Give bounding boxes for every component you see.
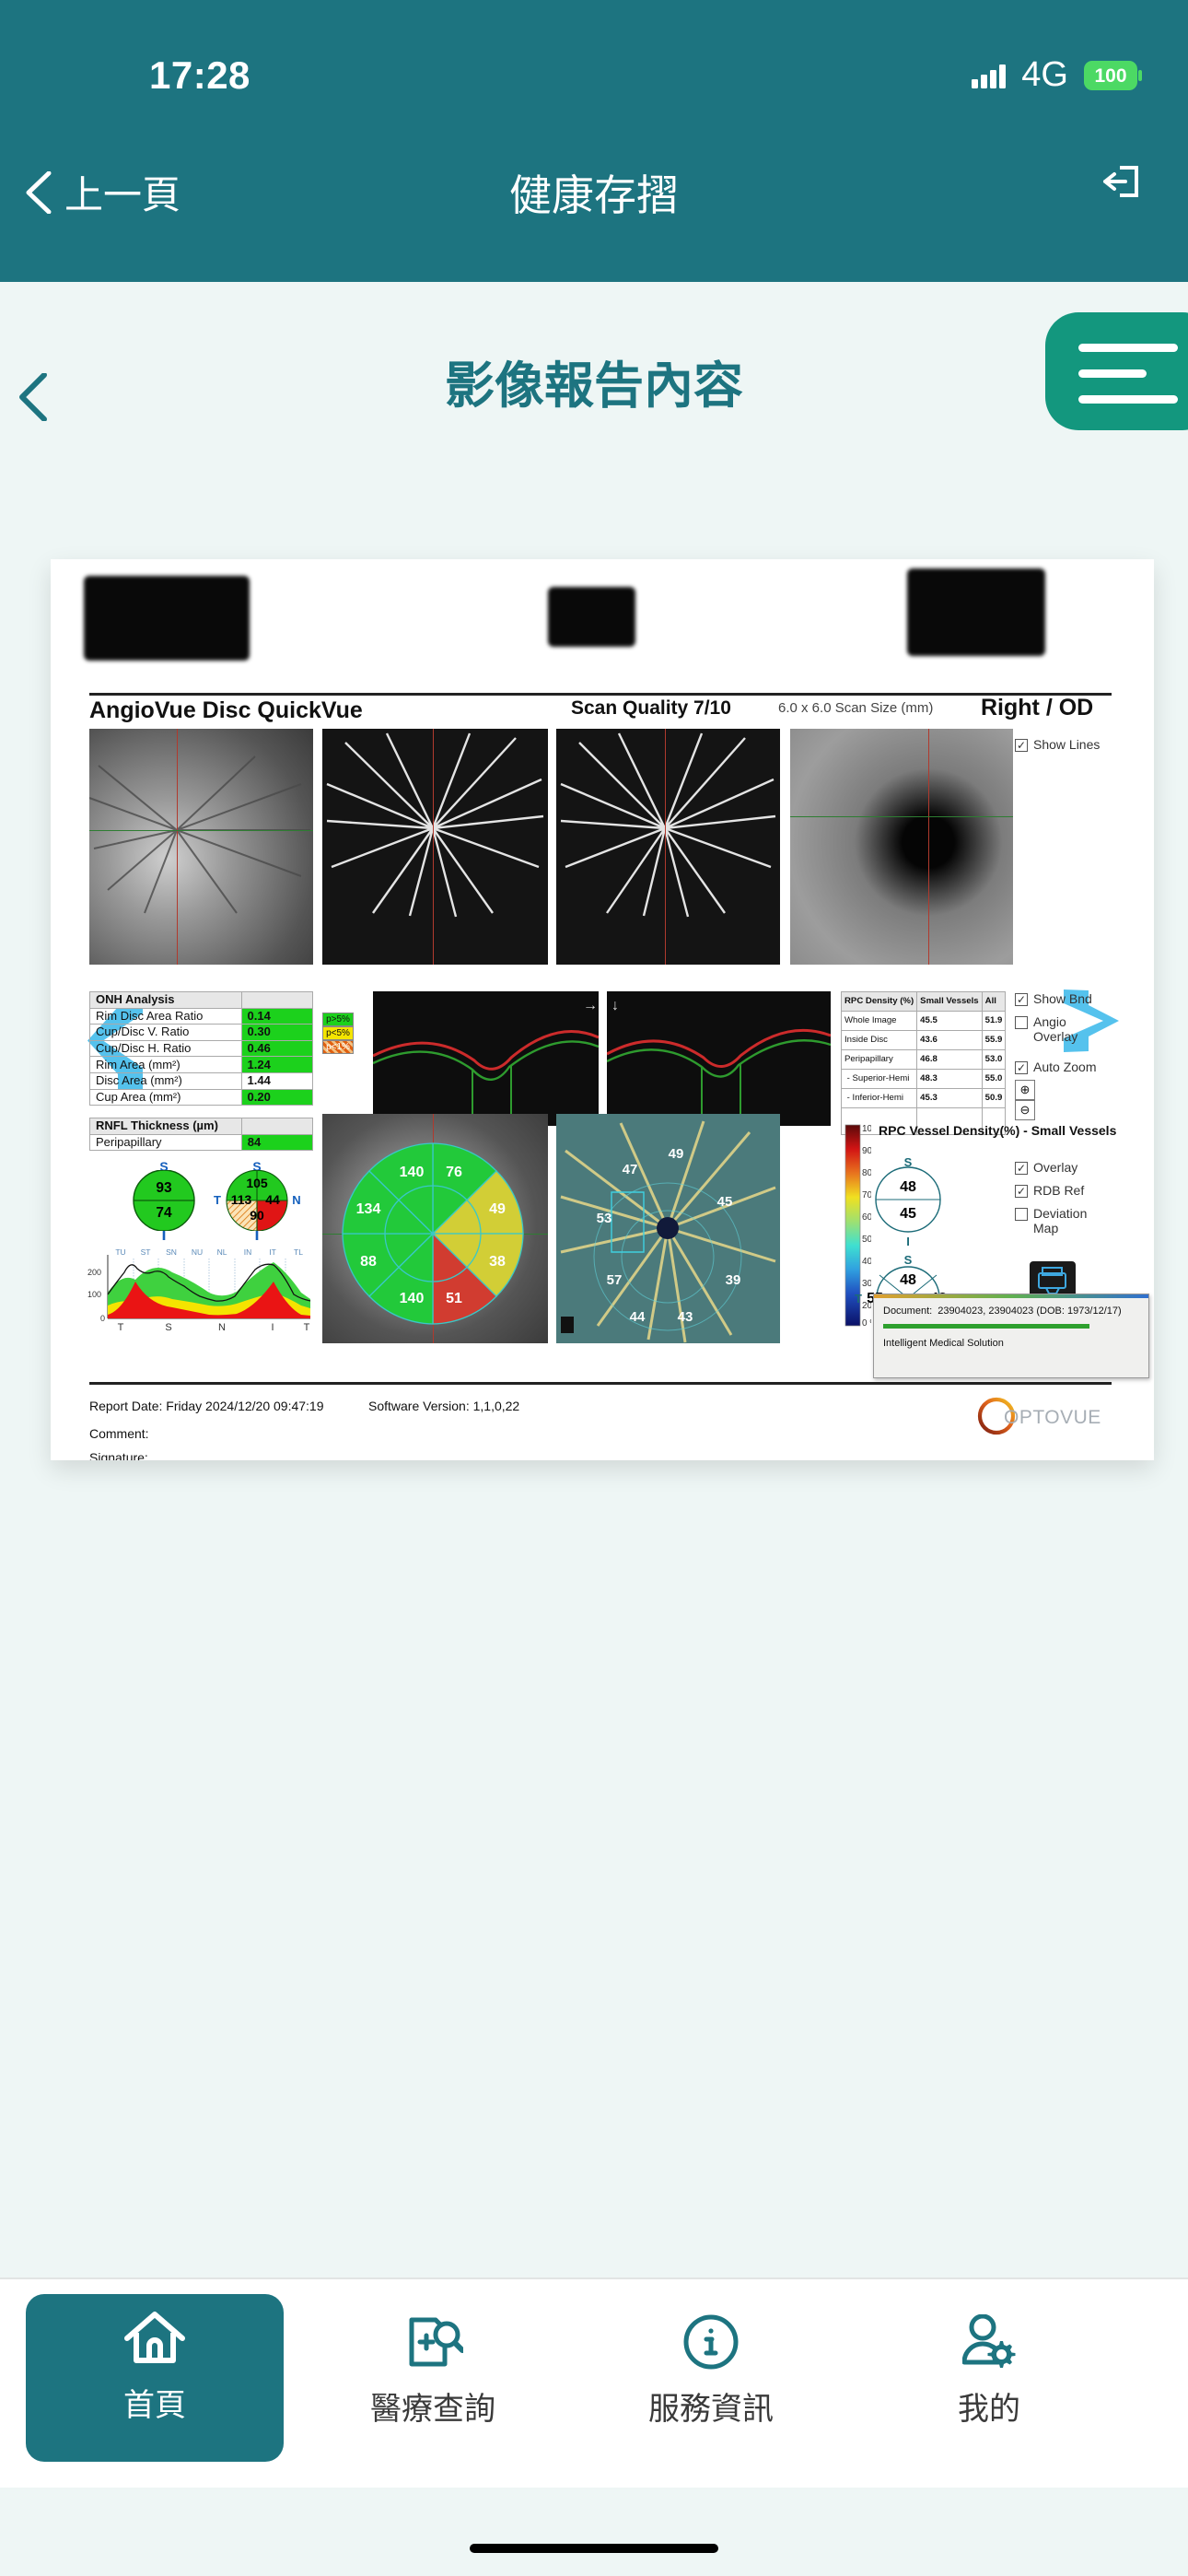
svg-text:38: 38 — [489, 1254, 506, 1270]
svg-text:105: 105 — [246, 1176, 268, 1190]
svg-text:NU: NU — [192, 1247, 203, 1257]
svg-text:49: 49 — [669, 1146, 684, 1162]
svg-text:100: 100 — [1094, 65, 1126, 87]
svg-text:N: N — [292, 1193, 300, 1207]
svg-text:51: 51 — [446, 1291, 462, 1306]
svg-text:57: 57 — [607, 1272, 623, 1288]
svg-text:T: T — [214, 1193, 221, 1207]
svg-text:76: 76 — [446, 1165, 462, 1180]
svg-text:TL: TL — [294, 1247, 303, 1257]
svg-text:N: N — [218, 1322, 226, 1333]
svg-text:S: S — [904, 1253, 913, 1267]
svg-text:100: 100 — [862, 1124, 871, 1134]
svg-text:45: 45 — [900, 1206, 916, 1222]
svg-text:48: 48 — [900, 1179, 916, 1195]
svg-text:200: 200 — [87, 1268, 101, 1277]
svg-text:44: 44 — [630, 1309, 646, 1325]
svg-text:49: 49 — [489, 1201, 506, 1217]
svg-text:90: 90 — [250, 1208, 264, 1223]
svg-text:T: T — [855, 1292, 862, 1306]
svg-text:45: 45 — [717, 1194, 733, 1210]
svg-text:SN: SN — [166, 1247, 177, 1257]
svg-text:48: 48 — [900, 1272, 916, 1288]
svg-text:I: I — [906, 1235, 910, 1248]
svg-text:S: S — [165, 1322, 171, 1333]
svg-text:43: 43 — [678, 1309, 693, 1325]
svg-text:NL: NL — [217, 1247, 227, 1257]
svg-text:TU: TU — [115, 1247, 125, 1257]
svg-text:0: 0 — [100, 1314, 105, 1323]
svg-text:74: 74 — [156, 1205, 172, 1221]
svg-text:53: 53 — [597, 1211, 612, 1226]
svg-text:↓: ↓ — [611, 998, 619, 1013]
svg-text:ST: ST — [141, 1247, 151, 1257]
svg-text:44: 44 — [265, 1192, 280, 1207]
svg-text:OPTOVUE: OPTOVUE — [1004, 1407, 1101, 1428]
svg-text:100: 100 — [87, 1290, 101, 1299]
svg-text:47: 47 — [623, 1162, 638, 1177]
svg-text:IT: IT — [269, 1247, 276, 1257]
svg-text:88: 88 — [360, 1254, 377, 1270]
svg-text:T: T — [304, 1322, 310, 1333]
svg-text:39: 39 — [726, 1272, 741, 1288]
svg-text:T: T — [118, 1322, 124, 1333]
svg-text:I: I — [271, 1322, 274, 1333]
svg-text:134: 134 — [356, 1201, 381, 1217]
svg-text:→: → — [583, 998, 598, 1013]
svg-text:93: 93 — [156, 1180, 172, 1196]
svg-text:IN: IN — [244, 1247, 252, 1257]
svg-text:140: 140 — [400, 1291, 425, 1306]
svg-text:140: 140 — [400, 1165, 425, 1180]
svg-text:113: 113 — [231, 1192, 252, 1207]
